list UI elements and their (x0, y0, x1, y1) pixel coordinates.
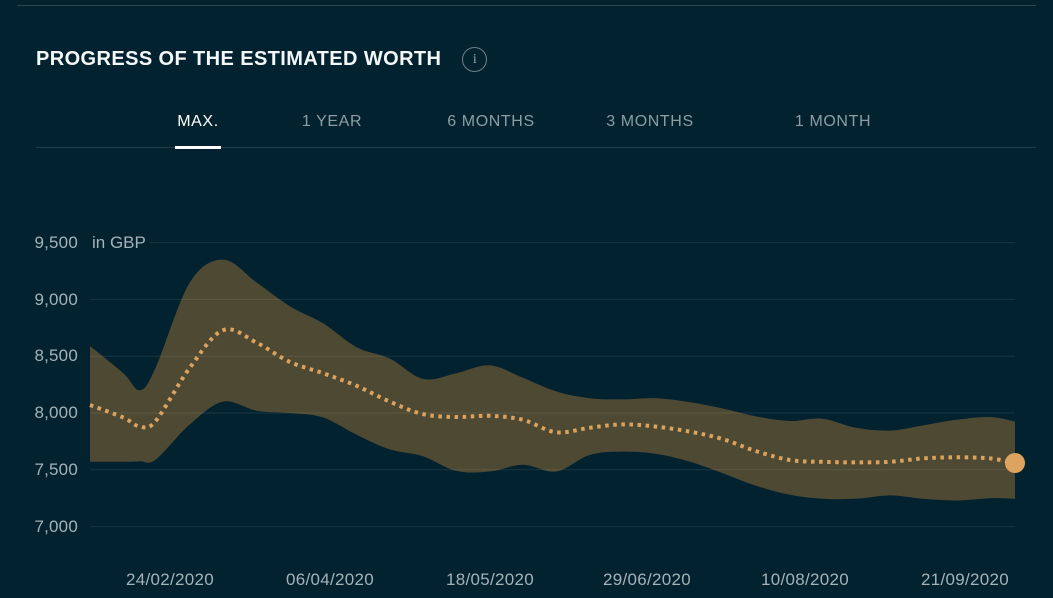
x-axis-label: 29/06/2020 (602, 570, 692, 589)
info-icon[interactable]: i (462, 47, 488, 72)
top-divider (17, 5, 1036, 6)
y-axis-label: 7,000 (34, 517, 78, 536)
unit-label: in GBP (92, 233, 146, 252)
active-tab-underline (175, 146, 221, 149)
tab-1-month[interactable]: 1 MONTH (794, 113, 872, 130)
x-axis-label: 21/09/2020 (920, 570, 1010, 589)
x-axis-label: 24/02/2020 (125, 570, 215, 589)
tab-3-months[interactable]: 3 MONTHS (606, 113, 694, 130)
current-value-dot (1005, 453, 1025, 473)
tab-1-year[interactable]: 1 YEAR (301, 113, 363, 130)
x-axis-label: 18/05/2020 (445, 570, 535, 589)
tab-max[interactable]: MAX. (177, 113, 219, 130)
tab-6-months[interactable]: 6 MONTHS (447, 113, 535, 130)
time-range-tabs: MAX. 1 YEAR 6 MONTHS 3 MONTHS 1 MONTH (36, 100, 1036, 149)
confidence-band (90, 259, 1015, 501)
y-axis-label: 7,500 (34, 460, 78, 479)
y-axis-label: 9,500 (34, 233, 78, 252)
y-axis-label: 8,000 (34, 403, 78, 422)
page-title: PROGRESS OF THE ESTIMATED WORTH (36, 48, 442, 70)
x-axis-label: 06/04/2020 (285, 570, 375, 589)
x-axis-label: 10/08/2020 (760, 570, 850, 589)
panel-header: PROGRESS OF THE ESTIMATED WORTH i (36, 47, 488, 72)
y-axis-label: 9,000 (34, 290, 78, 309)
y-axis-label: 8,500 (34, 346, 78, 365)
